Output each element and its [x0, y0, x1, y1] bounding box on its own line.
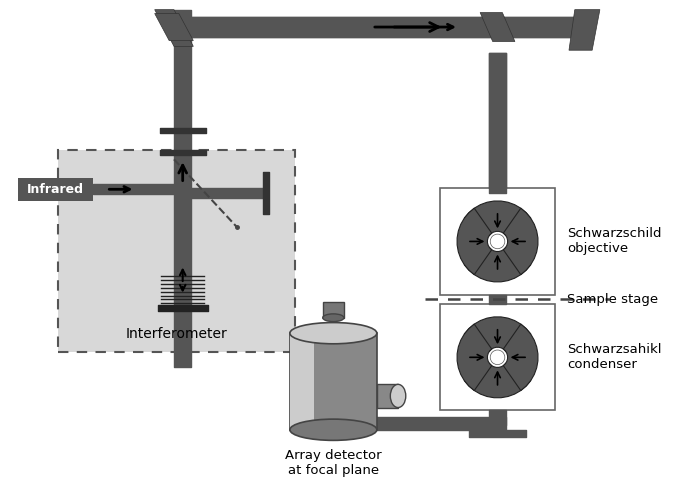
Ellipse shape	[290, 419, 377, 440]
Bar	[290, 333, 314, 430]
Text: Array detector
at focal plane: Array detector at focal plane	[285, 449, 382, 477]
Bar	[58, 150, 295, 352]
Text: Infrared: Infrared	[27, 183, 84, 196]
Bar	[377, 384, 398, 408]
Bar	[18, 178, 93, 201]
Polygon shape	[569, 10, 600, 50]
Polygon shape	[464, 201, 531, 236]
Bar	[290, 333, 377, 430]
Bar	[440, 188, 556, 295]
Polygon shape	[464, 247, 531, 282]
Polygon shape	[155, 10, 193, 47]
Circle shape	[490, 350, 505, 365]
Polygon shape	[503, 208, 538, 275]
Ellipse shape	[290, 323, 377, 344]
Ellipse shape	[323, 314, 344, 322]
Text: Interferometer: Interferometer	[125, 327, 227, 341]
Polygon shape	[457, 324, 492, 391]
Polygon shape	[457, 208, 492, 275]
Polygon shape	[464, 317, 531, 351]
Bar	[440, 304, 556, 410]
Polygon shape	[155, 13, 193, 41]
Text: Schwarzsahikl
condenser: Schwarzsahikl condenser	[567, 343, 662, 372]
Polygon shape	[464, 363, 531, 398]
Text: Sample stage: Sample stage	[567, 293, 658, 306]
Polygon shape	[480, 12, 515, 42]
Circle shape	[490, 234, 505, 249]
Polygon shape	[503, 324, 538, 391]
Bar	[323, 302, 344, 318]
Text: Schwarzschild
objective: Schwarzschild objective	[567, 228, 662, 255]
Ellipse shape	[390, 384, 406, 408]
